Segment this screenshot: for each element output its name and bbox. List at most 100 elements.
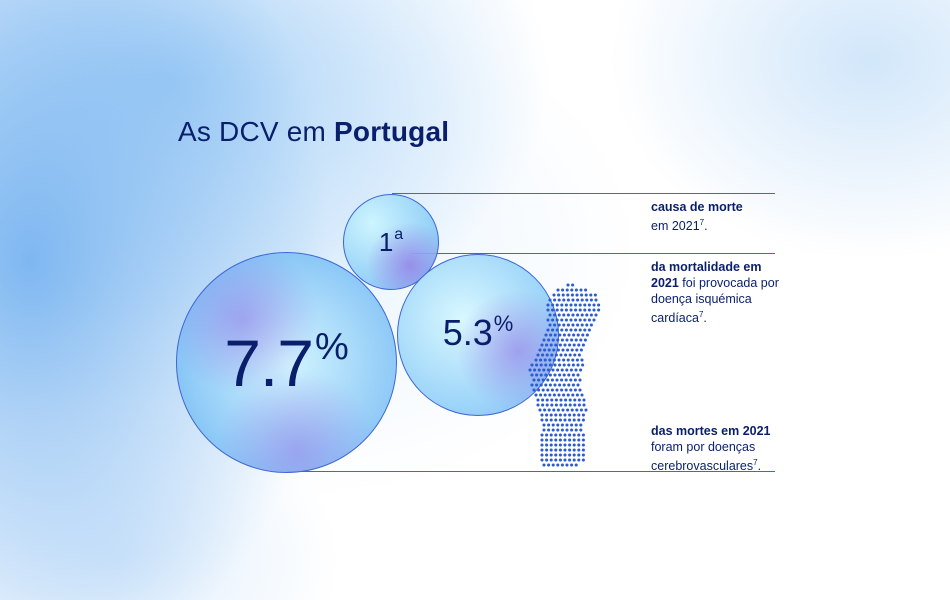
- map-dot: [581, 333, 585, 337]
- map-dot: [548, 393, 552, 397]
- map-dot: [564, 308, 568, 312]
- map-dot: [581, 343, 585, 347]
- map-dot: [577, 433, 581, 437]
- map-dot: [556, 428, 560, 432]
- map-dot: [554, 438, 558, 442]
- map-dot: [568, 438, 572, 442]
- map-dot: [565, 428, 569, 432]
- map-dot: [579, 348, 583, 352]
- map-dot: [569, 378, 573, 382]
- rank-value: 1 a: [379, 227, 403, 256]
- map-dot: [569, 328, 573, 332]
- map-dot: [550, 403, 554, 407]
- map-dot: [570, 348, 574, 352]
- map-dot: [548, 313, 552, 317]
- map-dot: [566, 348, 570, 352]
- map-dot: [556, 288, 560, 292]
- map-dot: [574, 308, 578, 312]
- map-dot: [546, 303, 550, 307]
- map-dot: [592, 318, 596, 322]
- map-dot: [536, 403, 540, 407]
- divider-top: [392, 193, 775, 194]
- divider-bottom: [287, 471, 775, 472]
- map-dot: [580, 293, 584, 297]
- map-dot: [553, 313, 557, 317]
- map-dot: [542, 463, 546, 467]
- map-dot: [592, 303, 596, 307]
- map-dot: [540, 448, 544, 452]
- map-dot: [564, 378, 568, 382]
- map-dot: [571, 383, 575, 387]
- map-dot: [544, 363, 548, 367]
- map-dot: [578, 318, 582, 322]
- map-dot: [556, 463, 560, 467]
- map-dot: [571, 363, 575, 367]
- map-dot: [563, 413, 567, 417]
- map-dot: [558, 333, 562, 337]
- map-dot: [540, 433, 544, 437]
- map-dot: [557, 313, 561, 317]
- map-dot: [589, 313, 593, 317]
- map-dot: [541, 403, 545, 407]
- map-dot: [558, 438, 562, 442]
- rank-bubble: 1 a: [343, 194, 439, 290]
- map-dot: [568, 418, 572, 422]
- map-dot: [551, 303, 555, 307]
- map-dot: [573, 353, 577, 357]
- map-dot: [585, 323, 589, 327]
- map-dot: [583, 303, 587, 307]
- map-dot: [561, 348, 565, 352]
- map-dot: [558, 343, 562, 347]
- map-dot: [560, 378, 564, 382]
- map-dot: [530, 363, 534, 367]
- map-dot: [552, 348, 556, 352]
- map-dot: [556, 423, 560, 427]
- map-dot: [575, 293, 579, 297]
- map-dot: [546, 388, 550, 392]
- map-dot: [560, 338, 564, 342]
- map-dot: [563, 343, 567, 347]
- map-dot: [581, 448, 585, 452]
- map-dot: [545, 453, 549, 457]
- map-dot: [537, 368, 541, 372]
- map-dot: [589, 298, 593, 302]
- map-dot: [549, 413, 553, 417]
- map-dot: [568, 433, 572, 437]
- map-dot: [546, 378, 550, 382]
- map-dot: [560, 318, 564, 322]
- map-dot: [540, 443, 544, 447]
- map-dot: [576, 373, 580, 377]
- map-dot: [562, 393, 566, 397]
- map-dot: [566, 408, 570, 412]
- map-dot: [587, 328, 591, 332]
- map-dot: [587, 303, 591, 307]
- map-dot: [539, 363, 543, 367]
- map-dot: [562, 383, 566, 387]
- map-dot: [554, 448, 558, 452]
- map-dot: [537, 388, 541, 392]
- map-dot: [558, 363, 562, 367]
- map-dot: [532, 378, 536, 382]
- map-dot: [557, 293, 561, 297]
- map-dot: [547, 463, 551, 467]
- map-dot: [551, 318, 555, 322]
- map-dot: [594, 313, 598, 317]
- percent-large-sign: %: [314, 325, 349, 368]
- map-dot: [545, 438, 549, 442]
- map-dot: [581, 433, 585, 437]
- map-dot: [572, 333, 576, 337]
- map-dot: [528, 368, 532, 372]
- map-dot: [581, 453, 585, 457]
- stat-text-ischemic: da mortalidade em 2021 foi provocada por…: [651, 260, 779, 326]
- map-dot: [560, 428, 564, 432]
- map-dot: [562, 363, 566, 367]
- map-dot: [551, 423, 555, 427]
- map-dot: [548, 323, 552, 327]
- map-dot: [540, 413, 544, 417]
- map-dot: [549, 443, 553, 447]
- map-dot: [576, 333, 580, 337]
- percent-large-value: 7.7 %: [224, 325, 349, 396]
- map-dot: [544, 373, 548, 377]
- map-dot: [571, 283, 575, 287]
- map-dot: [568, 353, 572, 357]
